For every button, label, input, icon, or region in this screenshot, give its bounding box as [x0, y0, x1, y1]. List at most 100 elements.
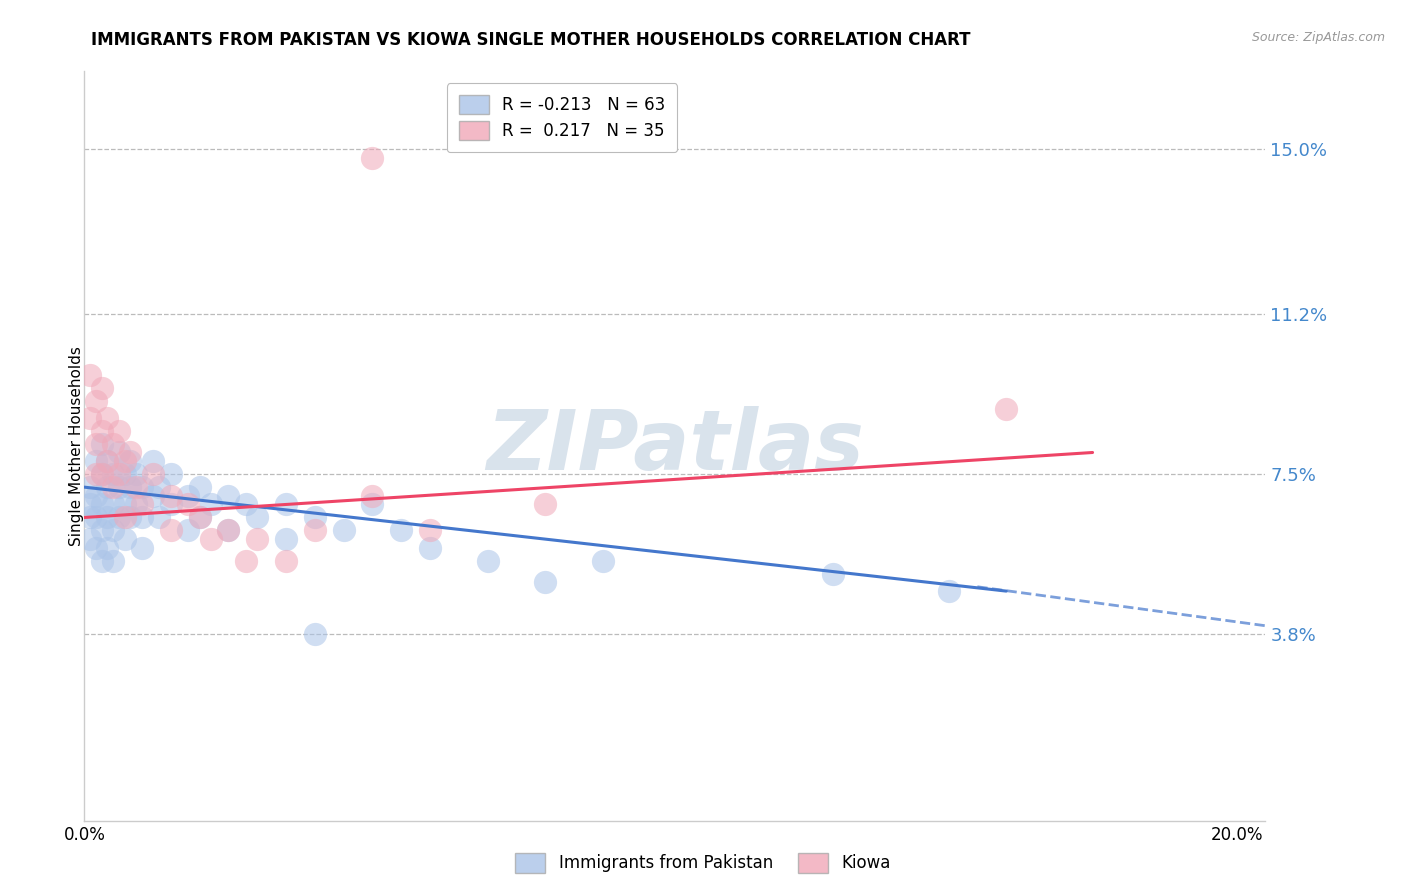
- Point: [114, 532, 136, 546]
- Point: [90, 524, 112, 538]
- Point: [84, 454, 107, 468]
- Point: [96, 410, 118, 425]
- Point: [96, 454, 118, 468]
- Point: [108, 467, 131, 482]
- Point: [120, 454, 142, 468]
- Point: [142, 454, 165, 468]
- Point: [995, 402, 1018, 417]
- Point: [101, 467, 124, 482]
- Point: [246, 510, 269, 524]
- Point: [79, 410, 101, 425]
- Legend: R = -0.213   N = 63, R =  0.217   N = 35: R = -0.213 N = 63, R = 0.217 N = 35: [447, 84, 676, 152]
- Point: [246, 532, 269, 546]
- Point: [84, 437, 107, 451]
- Point: [79, 480, 101, 494]
- Point: [159, 489, 181, 503]
- Point: [200, 532, 222, 546]
- Point: [79, 498, 101, 512]
- Point: [125, 480, 148, 494]
- Point: [96, 541, 118, 555]
- Point: [79, 532, 101, 546]
- Point: [177, 489, 200, 503]
- Point: [217, 524, 239, 538]
- Point: [159, 524, 181, 538]
- Point: [120, 510, 142, 524]
- Point: [90, 424, 112, 438]
- Point: [90, 467, 112, 482]
- Point: [361, 151, 384, 165]
- Point: [274, 498, 297, 512]
- Point: [114, 510, 136, 524]
- Point: [304, 524, 326, 538]
- Point: [188, 510, 211, 524]
- Legend: Immigrants from Pakistan, Kiowa: Immigrants from Pakistan, Kiowa: [509, 847, 897, 880]
- Point: [84, 393, 107, 408]
- Point: [477, 554, 499, 568]
- Point: [114, 454, 136, 468]
- Text: ZIPatlas: ZIPatlas: [486, 406, 863, 486]
- Point: [419, 541, 441, 555]
- Point: [120, 480, 142, 494]
- Point: [177, 498, 200, 512]
- Point: [108, 445, 131, 459]
- Point: [125, 467, 148, 482]
- Point: [534, 498, 557, 512]
- Point: [217, 524, 239, 538]
- Point: [274, 532, 297, 546]
- Point: [142, 489, 165, 503]
- Point: [108, 480, 131, 494]
- Point: [131, 510, 153, 524]
- Point: [101, 498, 124, 512]
- Point: [592, 554, 614, 568]
- Point: [101, 437, 124, 451]
- Point: [114, 467, 136, 482]
- Point: [108, 510, 131, 524]
- Point: [159, 498, 181, 512]
- Point: [142, 467, 165, 482]
- Point: [534, 575, 557, 590]
- Point: [274, 554, 297, 568]
- Point: [200, 498, 222, 512]
- Point: [79, 510, 101, 524]
- Text: IMMIGRANTS FROM PAKISTAN VS KIOWA SINGLE MOTHER HOUSEHOLDS CORRELATION CHART: IMMIGRANTS FROM PAKISTAN VS KIOWA SINGLE…: [91, 31, 972, 49]
- Point: [188, 480, 211, 494]
- Point: [235, 554, 257, 568]
- Point: [101, 524, 124, 538]
- Point: [823, 566, 845, 581]
- Y-axis label: Single Mother Households: Single Mother Households: [69, 346, 83, 546]
- Point: [84, 510, 107, 524]
- Point: [361, 489, 384, 503]
- Point: [108, 424, 131, 438]
- Point: [125, 498, 148, 512]
- Point: [304, 627, 326, 641]
- Point: [304, 510, 326, 524]
- Point: [148, 480, 170, 494]
- Point: [96, 480, 118, 494]
- Point: [389, 524, 412, 538]
- Point: [217, 489, 239, 503]
- Point: [84, 467, 107, 482]
- Point: [96, 510, 118, 524]
- Point: [131, 541, 153, 555]
- Point: [90, 380, 112, 394]
- Point: [235, 498, 257, 512]
- Point: [90, 498, 112, 512]
- Point: [131, 498, 153, 512]
- Point: [131, 480, 153, 494]
- Point: [90, 467, 112, 482]
- Point: [114, 498, 136, 512]
- Point: [188, 510, 211, 524]
- Point: [90, 554, 112, 568]
- Point: [361, 498, 384, 512]
- Point: [120, 445, 142, 459]
- Point: [332, 524, 354, 538]
- Point: [148, 510, 170, 524]
- Point: [101, 480, 124, 494]
- Text: Source: ZipAtlas.com: Source: ZipAtlas.com: [1251, 31, 1385, 45]
- Point: [84, 541, 107, 555]
- Point: [177, 524, 200, 538]
- Point: [96, 454, 118, 468]
- Point: [90, 437, 112, 451]
- Point: [159, 467, 181, 482]
- Point: [101, 554, 124, 568]
